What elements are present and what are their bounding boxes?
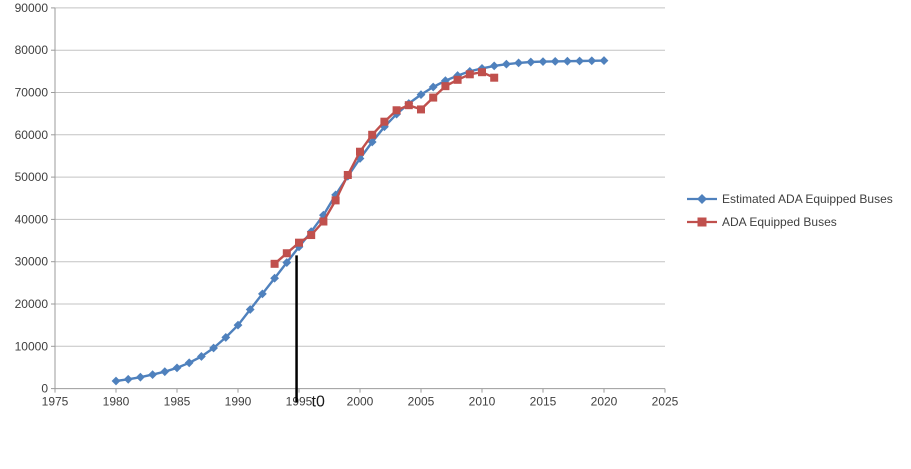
x-tick-label: 2005 — [408, 395, 435, 409]
legend-label: Estimated ADA Equipped Buses — [722, 192, 893, 206]
data-point-square — [319, 217, 328, 226]
data-point-diamond — [136, 372, 145, 382]
x-tick-label: 2025 — [652, 395, 679, 409]
data-point-diamond — [148, 370, 157, 380]
x-tick-label: 1980 — [103, 395, 130, 409]
data-point-diamond — [563, 56, 572, 66]
data-point-square — [368, 130, 377, 139]
data-point-square — [417, 105, 425, 114]
data-point-diamond — [111, 376, 121, 386]
data-point-diamond — [587, 56, 597, 66]
x-tick-label: 1985 — [164, 395, 191, 409]
data-point-diamond — [221, 333, 231, 342]
data-point-square — [295, 238, 303, 247]
data-point-square — [331, 196, 340, 205]
data-point-diamond — [428, 82, 438, 92]
data-point-square — [282, 249, 291, 258]
square-marker-icon — [687, 217, 717, 227]
data-point-square — [465, 70, 474, 79]
data-point-square — [478, 68, 486, 77]
legend-item-estimated-ada-equipped-buses: Estimated ADA Equipped Buses — [686, 192, 893, 206]
series-estimated — [111, 56, 609, 386]
y-tick-label: 40000 — [15, 212, 49, 226]
y-tick-label: 80000 — [15, 43, 49, 57]
y-tick-label: 30000 — [15, 255, 49, 269]
data-point-diamond — [550, 57, 560, 66]
data-point-diamond — [233, 320, 243, 330]
data-point-square — [343, 170, 352, 179]
data-point-diamond — [245, 305, 255, 314]
x-tick-label: 1995 — [286, 395, 313, 409]
data-point-diamond — [538, 57, 548, 67]
x-tick-label: 1990 — [225, 395, 252, 409]
x-tick-label: 2000 — [347, 395, 374, 409]
data-point-square — [392, 106, 401, 115]
x-tick-label: 1975 — [42, 395, 69, 409]
data-point-square — [490, 73, 499, 82]
data-point-square — [453, 75, 462, 84]
data-point-square — [356, 147, 364, 156]
y-tick-label: 90000 — [15, 1, 49, 15]
x-tick-label: 2010 — [469, 395, 496, 409]
data-point-diamond — [160, 367, 170, 377]
data-point-diamond — [172, 363, 182, 373]
x-tick-label: 2015 — [530, 395, 557, 409]
data-point-diamond — [502, 59, 511, 69]
x-tick-label: 2020 — [591, 395, 618, 409]
data-point-diamond — [123, 374, 133, 384]
data-point-diamond — [514, 58, 523, 68]
x-axis: 1975 1980 1985 1990 1995 2000 2005 2010 2015 2020… — [42, 388, 679, 409]
y-axis: 0 10000 20000 30000 40000 50000 60000 70000 8000… — [15, 1, 56, 396]
data-point-diamond — [270, 273, 279, 283]
data-point-diamond — [294, 242, 304, 252]
data-point-square — [380, 117, 389, 126]
t0-annotation: t0 — [295, 255, 325, 411]
legend-item-ada-equipped-buses: ADA Equipped Buses — [686, 215, 893, 229]
data-point-square — [307, 231, 316, 240]
data-point-diamond — [258, 289, 267, 299]
diamond-marker-icon — [687, 194, 717, 204]
t0-label: t0 — [312, 394, 325, 411]
gridlines — [55, 7, 665, 347]
data-point-diamond — [282, 258, 292, 267]
data-point-diamond — [489, 61, 499, 71]
data-point-diamond — [575, 56, 584, 66]
data-point-square — [441, 82, 450, 91]
data-point-diamond — [184, 358, 194, 368]
legend-label: ADA Equipped Buses — [722, 215, 837, 229]
data-point-diamond — [599, 56, 609, 65]
chart-legend: Estimated ADA Equipped Buses ADA Equippe… — [686, 192, 893, 229]
y-tick-label: 10000 — [15, 339, 49, 353]
y-tick-label: 60000 — [15, 128, 49, 142]
data-point-diamond — [526, 57, 536, 67]
data-point-diamond — [209, 343, 218, 353]
y-tick-label: 50000 — [15, 170, 49, 184]
data-point-diamond — [197, 352, 206, 361]
data-point-diamond — [355, 154, 365, 163]
data-point-diamond — [416, 90, 426, 100]
series-actual — [270, 68, 499, 268]
y-tick-label: 0 — [41, 382, 48, 396]
y-tick-label: 70000 — [15, 86, 49, 100]
data-point-square — [270, 259, 279, 268]
y-tick-label: 20000 — [15, 297, 49, 311]
data-point-square — [429, 93, 438, 102]
data-point-square — [404, 101, 413, 110]
